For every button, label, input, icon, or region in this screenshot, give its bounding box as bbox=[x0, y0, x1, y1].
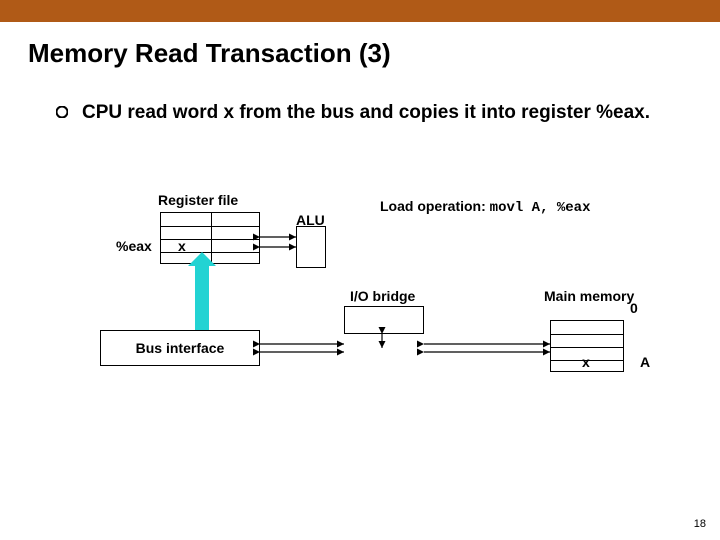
top-bar bbox=[0, 0, 720, 22]
x-in-memory: x bbox=[582, 354, 590, 370]
memory-index-zero: 0 bbox=[630, 300, 638, 316]
bullet-text: CPU read word x from the bus and copies … bbox=[82, 100, 650, 126]
bullet-item: CPU read word x from the bus and copies … bbox=[56, 100, 680, 126]
alu-label: ALU bbox=[296, 212, 325, 228]
diagram-wires bbox=[0, 0, 720, 540]
load-operation-label: Load operation: movl A, %eax bbox=[380, 198, 591, 216]
page-number: 18 bbox=[694, 518, 706, 530]
main-memory-label: Main memory bbox=[544, 288, 634, 304]
io-bridge-box bbox=[344, 306, 424, 334]
register-file-box bbox=[160, 212, 260, 264]
bus-interface-label: Bus interface bbox=[136, 340, 225, 356]
alu-box bbox=[296, 226, 326, 268]
load-op-prefix: Load operation: bbox=[380, 198, 486, 214]
eax-label: %eax bbox=[116, 238, 152, 254]
bus-interface-box: Bus interface bbox=[100, 330, 260, 366]
slide-title: Memory Read Transaction (3) bbox=[28, 38, 391, 69]
address-a-label: A bbox=[640, 354, 650, 370]
load-op-code: movl A, %eax bbox=[490, 200, 591, 216]
register-file-label: Register file bbox=[158, 192, 238, 208]
bullet-icon bbox=[56, 106, 68, 118]
x-in-register: x bbox=[178, 238, 186, 254]
io-bridge-label: I/O bridge bbox=[350, 288, 415, 304]
